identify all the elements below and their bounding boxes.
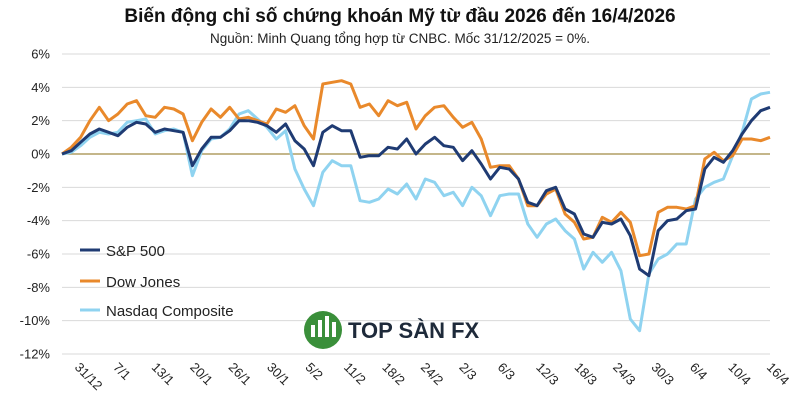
x-tick-label: 20/1 (187, 360, 216, 389)
watermark-bar-icon (318, 320, 322, 337)
x-tick-label: 7/1 (110, 360, 133, 383)
x-tick-label: 10/4 (725, 360, 754, 389)
y-tick-label: 2% (31, 113, 50, 128)
y-axis: 6% 4% 2% 0% -2% -4% -6% -8% -10% -12% (20, 47, 51, 362)
legend: S&P 500 Dow Jones Nasdaq Composite (80, 243, 234, 320)
x-tick-label: 2/3 (456, 360, 479, 383)
x-tick-label: 16/4 (764, 360, 793, 389)
watermark-bar-icon (332, 322, 336, 337)
watermark-logo-icon (304, 311, 342, 349)
x-axis: 31/12 7/1 13/1 20/1 26/1 30/1 5/2 11/2 18/2 24/2 2… (72, 360, 793, 394)
legend-label-dow: Dow Jones (106, 274, 180, 291)
y-tick-label: 4% (31, 80, 50, 95)
x-tick-label: 11/2 (341, 360, 369, 388)
watermark-bar-icon (311, 325, 315, 337)
x-tick-label: 6/3 (495, 360, 518, 383)
series-line-dow (61, 79, 771, 258)
y-tick-label: -8% (27, 280, 51, 295)
x-tick-label: 26/1 (226, 360, 255, 389)
x-tick-label: 18/2 (379, 360, 408, 389)
x-tick-label: 6/4 (687, 360, 710, 383)
legend-label-nasdaq: Nasdaq Composite (106, 303, 234, 320)
series-line-sp500 (61, 105, 771, 278)
x-tick-label: 30/1 (264, 360, 293, 389)
x-tick-label: 24/2 (418, 360, 447, 389)
y-tick-label: -2% (27, 180, 51, 195)
x-tick-label: 31/12 (72, 360, 106, 394)
x-tick-label: 5/2 (303, 360, 326, 383)
y-tick-label: 6% (31, 47, 50, 62)
chart-title: Biến động chỉ số chứng khoán Mỹ từ đầu 2… (124, 6, 676, 27)
legend-label-sp500: S&P 500 (106, 243, 165, 260)
y-tick-label: -12% (20, 347, 51, 362)
x-tick-label: 24/3 (610, 360, 639, 389)
x-tick-label: 30/3 (649, 360, 678, 389)
y-tick-label: -6% (27, 247, 51, 262)
y-tick-label: 0% (31, 147, 50, 162)
series-lines (61, 79, 771, 333)
chart-subtitle: Nguồn: Minh Quang tổng hợp từ CNBC. Mốc … (210, 31, 590, 46)
watermark: TOP SÀN FX (304, 311, 480, 349)
watermark-bar-icon (325, 316, 329, 337)
x-tick-label: 12/3 (533, 360, 562, 389)
x-tick-label: 13/1 (149, 360, 178, 389)
y-tick-label: -10% (20, 313, 51, 328)
x-tick-label: 18/3 (572, 360, 601, 389)
y-tick-label: -4% (27, 213, 51, 228)
watermark-text: TOP SÀN FX (348, 318, 480, 343)
